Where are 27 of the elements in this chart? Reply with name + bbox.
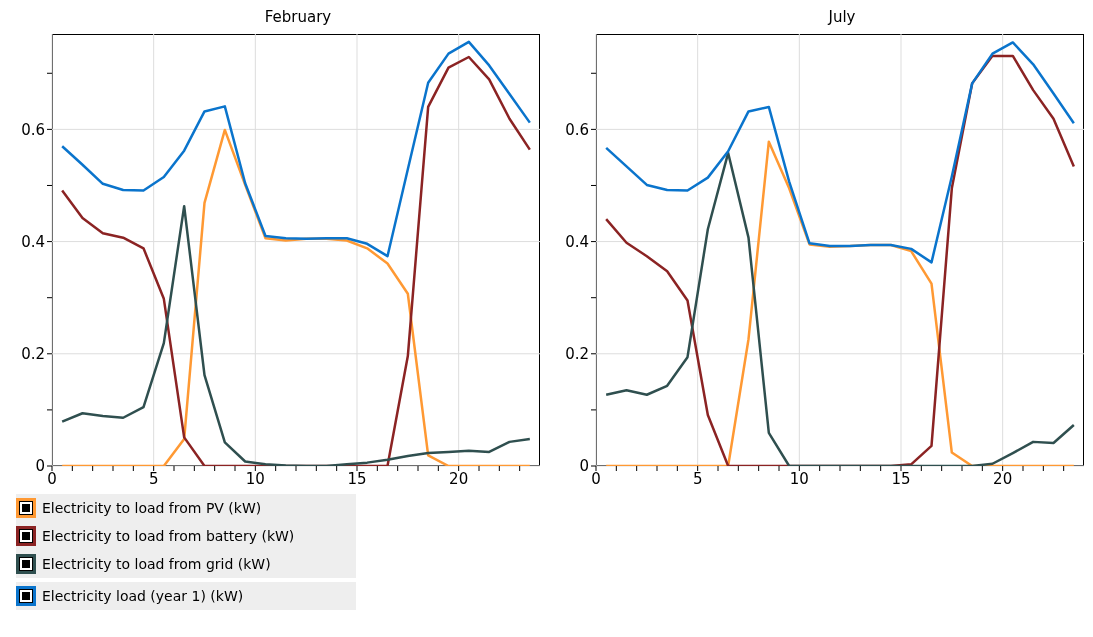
x-tick-label: 15 bbox=[347, 469, 367, 488]
y-tick-label: 0.2 bbox=[21, 345, 45, 364]
x-tick-label: 0 bbox=[591, 469, 601, 488]
x-tick-label: 5 bbox=[148, 469, 159, 488]
y-tick-label: 0.6 bbox=[21, 120, 45, 139]
legend-label: Electricity to load from PV (kW) bbox=[42, 500, 262, 516]
line-series bbox=[604, 41, 1076, 264]
line-series bbox=[60, 204, 532, 466]
y-tick-label: 0.6 bbox=[565, 120, 589, 139]
legend-label: Electricity to load from grid (kW) bbox=[42, 556, 271, 572]
chart-title: July bbox=[826, 8, 857, 28]
x-tick-label: 10 bbox=[789, 469, 809, 488]
y-tick-label: 0.4 bbox=[21, 232, 45, 251]
chart-title: February bbox=[263, 8, 333, 28]
x-tick-label: 15 bbox=[891, 469, 911, 488]
x-tick-label: 10 bbox=[245, 469, 265, 488]
legend-label: Electricity to load from battery (kW) bbox=[42, 528, 295, 544]
y-tick-label: 0.2 bbox=[565, 345, 589, 364]
y-tick-label: 0 bbox=[579, 457, 589, 476]
x-tick-label: 5 bbox=[692, 469, 703, 488]
y-tick-label: 0 bbox=[35, 457, 45, 476]
y-tick-label: 0.4 bbox=[565, 232, 589, 251]
line-series bbox=[60, 40, 532, 258]
x-tick-label: 20 bbox=[449, 469, 469, 488]
legend-label: Electricity load (year 1) (kW) bbox=[42, 588, 244, 604]
x-tick-label: 20 bbox=[993, 469, 1013, 488]
x-tick-label: 0 bbox=[47, 469, 57, 488]
